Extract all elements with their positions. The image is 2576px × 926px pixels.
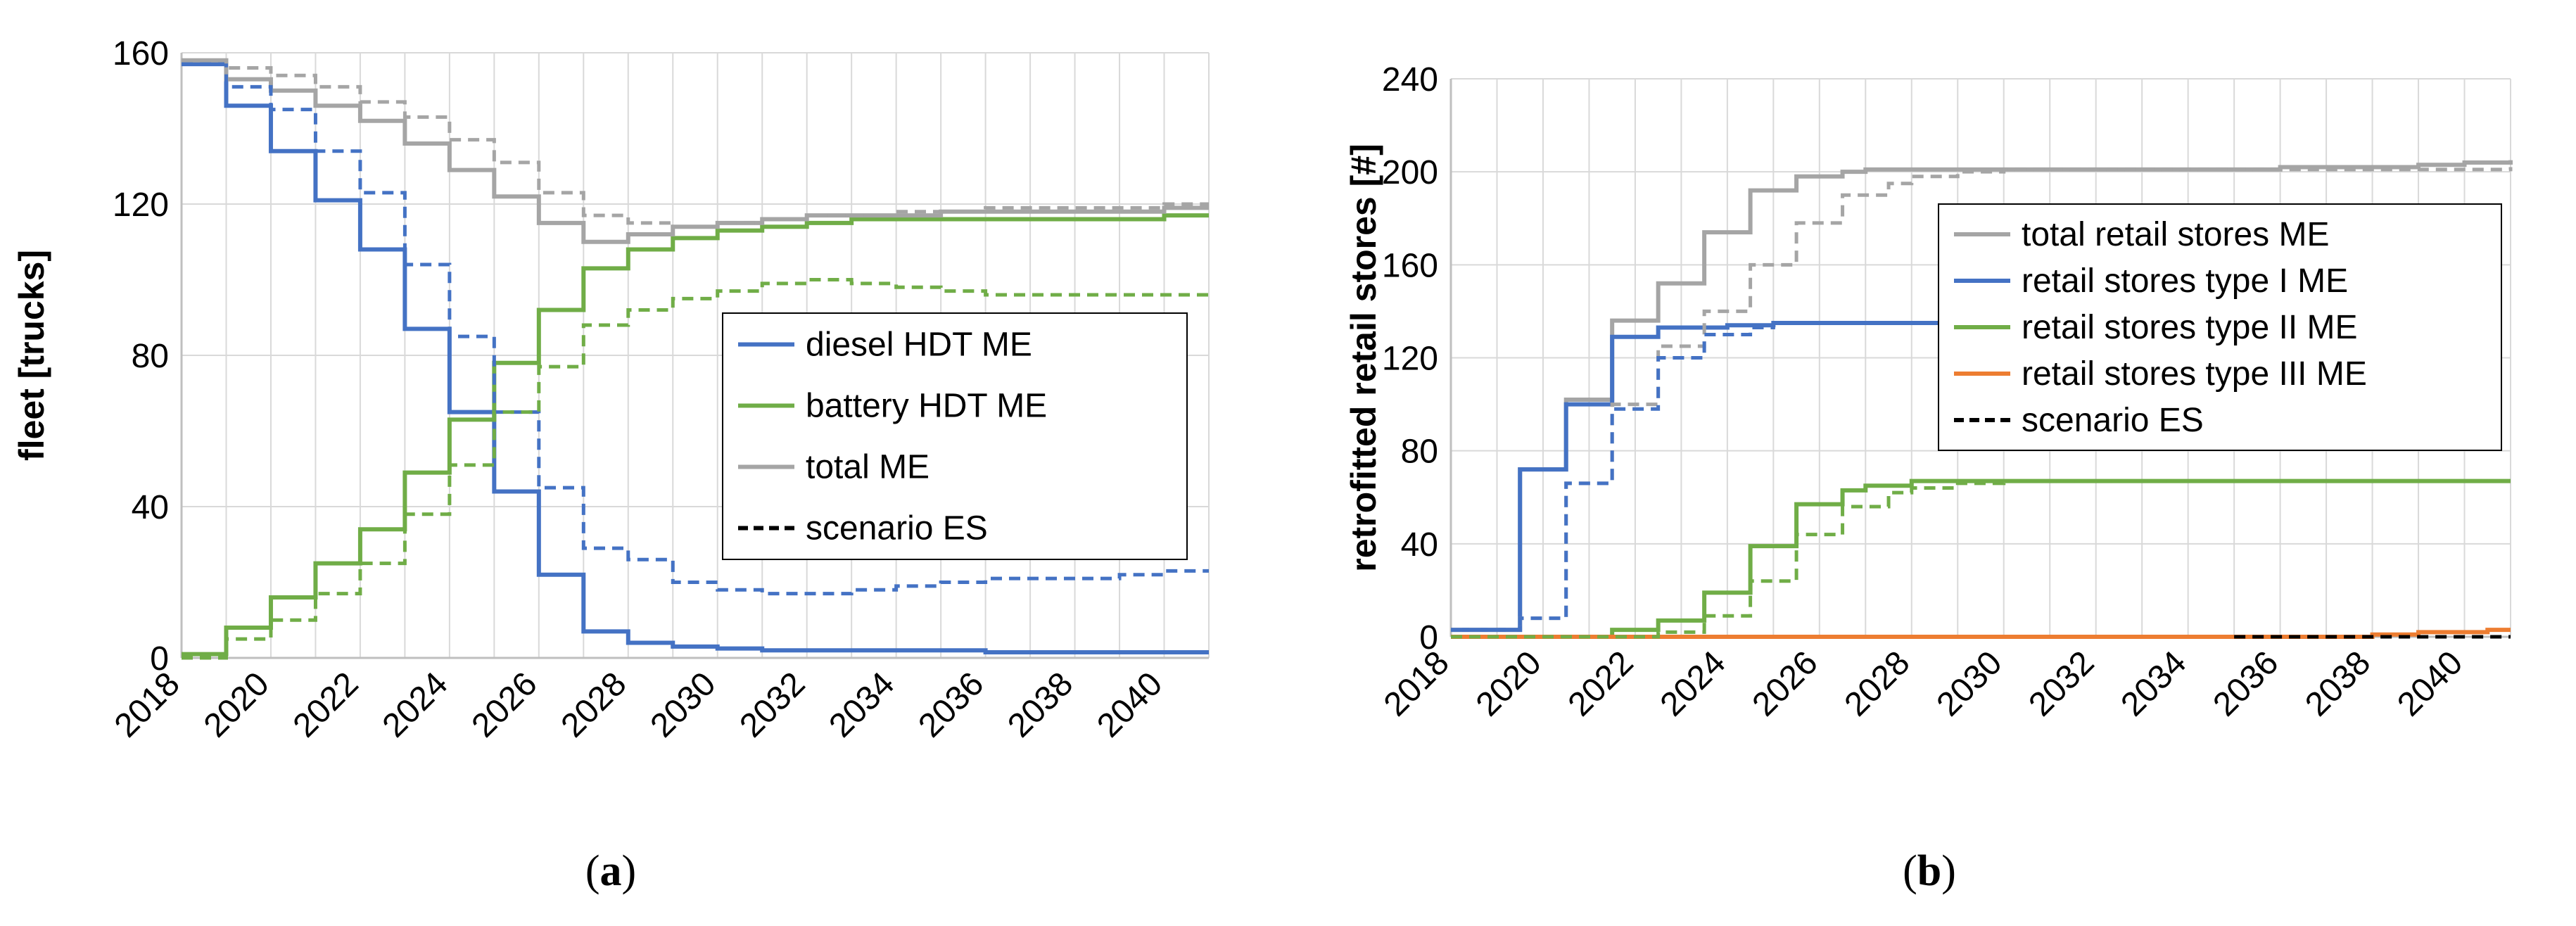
x-tick-label: 2030 (1930, 644, 2010, 723)
x-tick-label: 2020 (197, 665, 277, 744)
legend-box (722, 312, 1188, 560)
legend-label: battery HDT ME (806, 388, 1047, 425)
x-tick-label: 2034 (2114, 644, 2193, 723)
caption-paren-open: ( (585, 847, 600, 895)
x-tick-label: 2032 (732, 665, 812, 744)
chart-b: 0 40 80 120 160 200 240 2018 2020 2022 2024 2026 202… (1344, 61, 2513, 895)
y-tick-label: 0 (1419, 619, 1438, 657)
x-tick-label: 2018 (1377, 644, 1457, 723)
figure-caption: (b) (1903, 847, 1956, 895)
x-tick-label: 2024 (376, 665, 455, 744)
series-line-type2_es (1451, 479, 2188, 639)
figure-caption: (a) (585, 847, 636, 895)
y-tick-label: 160 (113, 35, 169, 72)
x-tick-label: 2028 (554, 665, 634, 744)
x-tick-label: 2022 (1561, 644, 1641, 723)
y-axis-label: retrofitted retail stores [#] (1344, 144, 1383, 571)
x-tick-label: 2018 (108, 665, 187, 744)
legend-label: retail stores type I ME (2022, 262, 2348, 300)
series-line-type2_me (1451, 478, 2511, 639)
y-tick-label: 80 (132, 338, 169, 375)
y-tick-label: 40 (132, 489, 169, 526)
y-tick-label: 80 (1401, 433, 1438, 471)
x-tick-label: 2038 (1001, 665, 1080, 744)
x-tick-label: 2024 (1654, 644, 1733, 723)
caption-paren-open: ( (1903, 847, 1917, 895)
legend-label: retail stores type II ME (2022, 309, 2358, 346)
x-tick-label: 2030 (644, 665, 723, 744)
x-tick-label: 2026 (1746, 644, 1825, 723)
legend-box (1938, 203, 2502, 451)
series-line-type1_es (1451, 325, 1775, 632)
y-tick-label: 0 (150, 640, 169, 678)
y-axis-label: fleet [trucks] (12, 250, 51, 461)
caption-letter: a (600, 847, 622, 895)
x-tick-label: 2022 (286, 665, 366, 744)
legend-label: scenario ES (806, 510, 988, 547)
legend-label: retail stores type III ME (2022, 355, 2367, 393)
series-line-battery_me (182, 213, 1209, 657)
x-tick-label: 2038 (2298, 644, 2378, 723)
legend-label: total ME (806, 449, 929, 486)
x-tick-label: 2040 (2390, 644, 2470, 723)
caption-paren-close: ) (622, 847, 637, 895)
series-line-type1_me (1451, 320, 2188, 633)
x-tick-label: 2026 (465, 665, 545, 744)
x-tick-label: 2028 (1838, 644, 1917, 723)
y-tick-label: 120 (1382, 341, 1438, 378)
x-tick-label: 2036 (911, 665, 991, 744)
x-tick-label: 2032 (2022, 644, 2101, 723)
series-line-total_me (182, 58, 1209, 244)
x-tick-label: 2040 (1090, 665, 1169, 744)
y-tick-label: 240 (1382, 61, 1438, 99)
series-line-diesel_es (182, 62, 1209, 596)
y-tick-label: 40 (1401, 526, 1438, 564)
legend-label: total retail stores ME (2022, 216, 2329, 253)
legend-label: diesel HDT ME (806, 326, 1032, 364)
caption-letter: b (1917, 847, 1941, 895)
legend-label: scenario ES (2022, 402, 2204, 439)
y-tick-label: 120 (113, 186, 169, 224)
x-tick-label: 2036 (2206, 644, 2285, 723)
y-tick-label: 200 (1382, 154, 1438, 191)
y-tick-label: 160 (1382, 247, 1438, 284)
caption-paren-close: ) (1941, 847, 1956, 895)
x-tick-label: 2020 (1469, 644, 1549, 723)
series-line-diesel_me (182, 62, 1209, 654)
series-line-battery_es (182, 278, 1209, 660)
x-tick-label: 2034 (822, 665, 901, 744)
series-line-total_es (182, 58, 1209, 229)
series-line-total_me (1451, 160, 2513, 633)
